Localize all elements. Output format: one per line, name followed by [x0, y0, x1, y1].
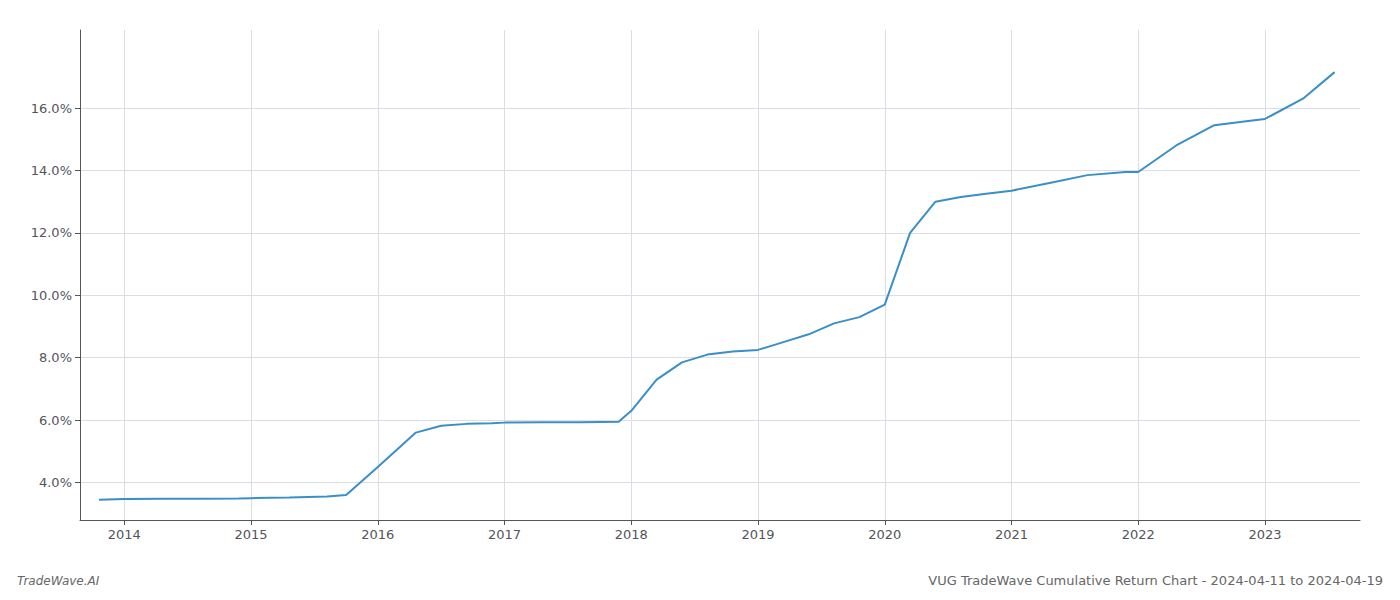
svg-text:2023: 2023: [1248, 527, 1281, 542]
svg-text:2021: 2021: [995, 527, 1028, 542]
svg-text:16.0%: 16.0%: [31, 101, 72, 116]
svg-text:12.0%: 12.0%: [31, 225, 72, 240]
svg-text:2019: 2019: [741, 527, 774, 542]
svg-text:VUG TradeWave Cumulative Retur: VUG TradeWave Cumulative Return Chart - …: [928, 573, 1383, 588]
svg-text:6.0%: 6.0%: [39, 413, 72, 428]
svg-text:2015: 2015: [235, 527, 268, 542]
svg-text:14.0%: 14.0%: [31, 163, 72, 178]
svg-text:4.0%: 4.0%: [39, 475, 72, 490]
svg-text:TradeWave.AI: TradeWave.AI: [17, 574, 100, 588]
svg-text:2014: 2014: [108, 527, 141, 542]
svg-text:2020: 2020: [868, 527, 901, 542]
svg-text:2022: 2022: [1122, 527, 1155, 542]
svg-text:2016: 2016: [361, 527, 394, 542]
svg-text:2017: 2017: [488, 527, 521, 542]
svg-text:10.0%: 10.0%: [31, 288, 72, 303]
svg-text:2018: 2018: [615, 527, 648, 542]
svg-text:8.0%: 8.0%: [39, 350, 72, 365]
